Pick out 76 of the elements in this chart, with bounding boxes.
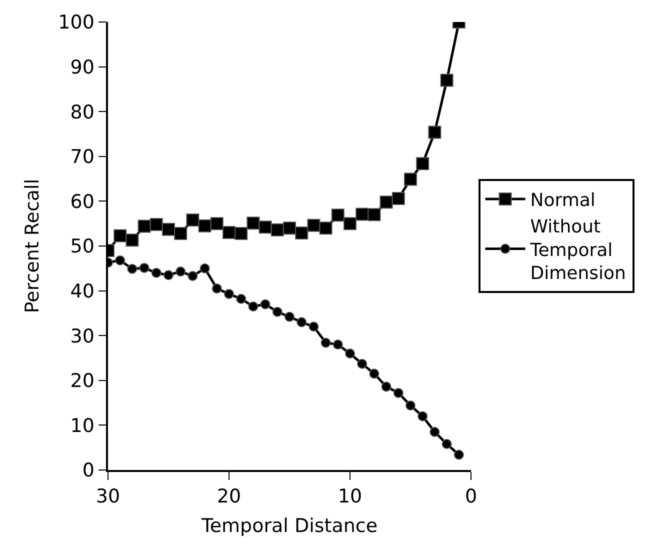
point xyxy=(284,312,294,322)
x-axis-title: Temporal Distance xyxy=(200,514,378,537)
point xyxy=(176,266,186,277)
point xyxy=(454,450,464,460)
point xyxy=(115,255,126,266)
point xyxy=(272,306,282,317)
legend-label: Normal xyxy=(530,190,596,212)
point xyxy=(164,270,174,280)
point xyxy=(174,226,188,240)
point xyxy=(406,400,416,410)
y-tick-label: 90 xyxy=(70,56,94,78)
point xyxy=(356,208,369,221)
point xyxy=(380,196,393,209)
point xyxy=(283,222,296,235)
point xyxy=(369,368,380,379)
point xyxy=(331,208,344,222)
point xyxy=(416,157,430,170)
y-tick-label: 30 xyxy=(70,325,94,348)
point xyxy=(296,317,307,328)
x-tick-label: 30 xyxy=(96,486,120,508)
point xyxy=(428,126,442,139)
point xyxy=(139,262,150,273)
point xyxy=(418,411,428,422)
point xyxy=(392,192,405,206)
point xyxy=(162,222,175,236)
point xyxy=(404,172,417,186)
point xyxy=(222,226,236,240)
point xyxy=(357,358,368,369)
point xyxy=(224,288,234,299)
point xyxy=(345,348,355,359)
point xyxy=(440,74,454,87)
point xyxy=(260,299,270,310)
point xyxy=(246,216,260,230)
point xyxy=(258,220,272,234)
point xyxy=(381,382,392,392)
point xyxy=(186,214,200,227)
point xyxy=(295,226,308,240)
point xyxy=(270,223,284,236)
point xyxy=(151,268,162,278)
point xyxy=(234,226,248,240)
point xyxy=(442,439,452,450)
point xyxy=(188,271,198,282)
y-tick-label: 0 xyxy=(82,460,94,482)
x-tick-label: 20 xyxy=(216,486,242,508)
y-axis-title: Percent Recall xyxy=(22,178,44,314)
legend-label: Without Temporal Dimension xyxy=(529,216,626,284)
point xyxy=(393,388,404,398)
point xyxy=(114,229,127,242)
y-tick-label: 50 xyxy=(70,236,94,258)
point xyxy=(198,219,212,232)
point xyxy=(212,284,222,294)
point xyxy=(319,222,332,235)
y-tick-label: 60 xyxy=(70,190,94,213)
point xyxy=(332,340,343,350)
point xyxy=(308,322,319,332)
point xyxy=(210,217,224,230)
y-tick-label: 10 xyxy=(70,414,94,437)
point xyxy=(200,263,210,274)
point xyxy=(126,234,139,247)
point xyxy=(248,301,258,312)
point xyxy=(430,426,440,437)
y-tick-label: 40 xyxy=(70,280,94,302)
point xyxy=(138,220,151,233)
y-tick-label: 80 xyxy=(70,101,94,124)
x-tick-label: 10 xyxy=(338,486,362,508)
point xyxy=(150,218,163,231)
y-tick-label: 20 xyxy=(70,370,94,392)
point xyxy=(307,218,320,232)
x-tick-label: 0 xyxy=(464,486,478,508)
point xyxy=(368,208,381,222)
point xyxy=(127,264,138,274)
y-tick-label: 70 xyxy=(70,146,94,168)
point xyxy=(344,217,356,230)
point xyxy=(236,294,246,304)
y-tick-label: 100 xyxy=(58,12,94,34)
point xyxy=(320,338,331,348)
